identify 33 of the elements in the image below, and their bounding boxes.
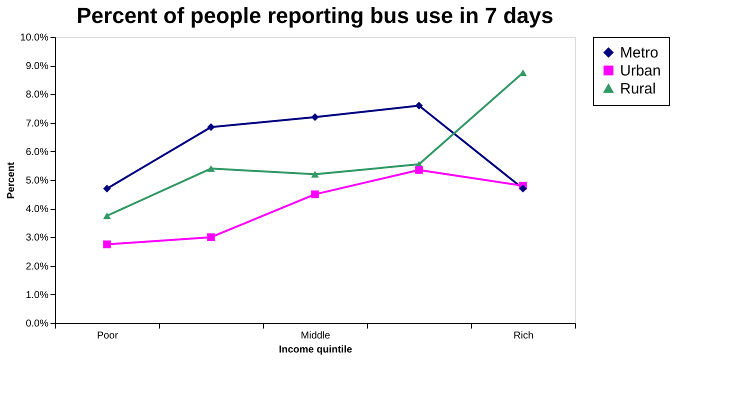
point — [103, 240, 111, 248]
point — [311, 170, 319, 178]
y-tick-label: 5.0% — [26, 176, 49, 186]
point — [519, 69, 527, 76]
y-tick-label: 10.0% — [20, 32, 49, 44]
legend-label: Rural — [620, 80, 656, 98]
point — [415, 102, 423, 110]
point — [207, 165, 215, 172]
y-tick-label: 9.0% — [26, 61, 49, 72]
y-tick-label: 1.0% — [26, 290, 49, 301]
chart-title: Percent of people reporting bus use in 7 days — [76, 3, 554, 28]
y-tick-label: 0.0% — [26, 318, 49, 330]
y-tick-label: 8.0% — [26, 90, 49, 101]
point — [519, 184, 527, 192]
y-axis-title: Percent — [6, 161, 18, 199]
y-tick-label: 6.0% — [26, 146, 49, 158]
point — [207, 233, 215, 242]
point — [207, 123, 215, 131]
x-tick-label: Poor — [96, 330, 119, 342]
y-tick-label: 3.0% — [26, 232, 49, 244]
point — [415, 166, 423, 174]
legend-label: Urban — [620, 62, 661, 80]
y-tick-label: 4.0% — [26, 204, 49, 216]
point — [311, 190, 319, 198]
point — [103, 212, 111, 220]
legend-label: Metro — [620, 44, 658, 62]
x-axis-title: Income quintile — [278, 344, 353, 356]
point — [311, 113, 319, 121]
point — [103, 184, 111, 192]
y-tick-label: 2.0% — [26, 261, 49, 272]
x-tick-label: Middle — [300, 330, 331, 342]
x-tick-label: Rich — [513, 330, 534, 342]
y-tick-label: 7.0% — [26, 118, 49, 130]
